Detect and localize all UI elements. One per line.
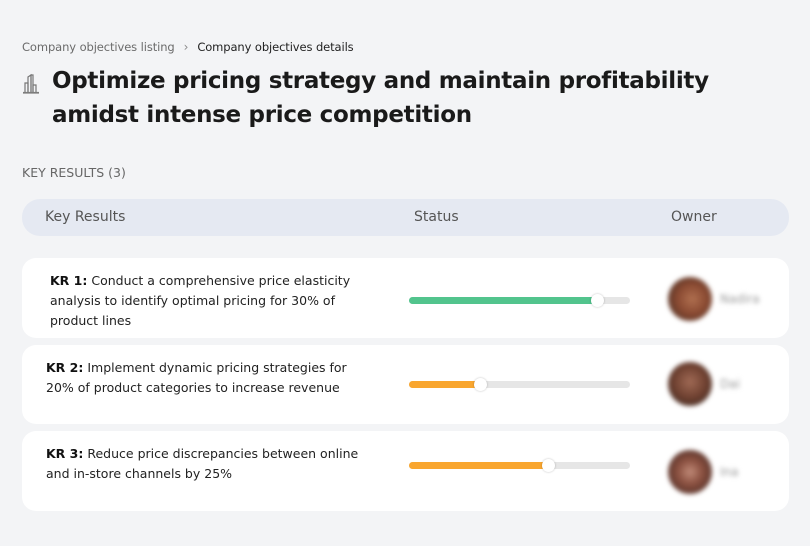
column-header-key-results: Key Results [45,209,126,225]
progress-slider[interactable] [409,378,630,391]
key-result-prefix: KR 3: [46,446,84,461]
key-result-row[interactable]: KR 2: Implement dynamic pricing strategi… [22,345,789,424]
key-results-count-label: KEY RESULTS (3) [22,165,126,180]
progress-fill [409,381,480,388]
owner-name: Nadira [720,292,760,306]
column-header-owner: Owner [671,209,717,225]
key-result-text: Conduct a comprehensive price elasticity… [50,273,351,328]
column-header-status: Status [414,209,459,225]
progress-handle[interactable] [542,459,556,472]
progress-fill [409,297,597,304]
breadcrumb-current: Company objectives details [197,40,354,54]
key-result-text: Reduce price discrepancies between onlin… [46,446,359,481]
key-result-row[interactable]: KR 1: Conduct a comprehensive price elas… [22,258,789,338]
avatar [668,277,712,321]
buildings-icon [22,72,42,96]
key-result-description: KR 2: Implement dynamic pricing strategi… [46,358,376,398]
progress-fill [409,462,549,469]
avatar [668,450,712,494]
progress-handle[interactable] [473,378,487,391]
owner[interactable]: Dai [668,362,740,406]
chevron-right-icon: › [183,40,189,54]
breadcrumb: Company objectives listing › Company obj… [22,40,354,54]
breadcrumb-parent-link[interactable]: Company objectives listing [22,40,175,54]
avatar [668,362,712,406]
key-result-prefix: KR 2: [46,360,84,375]
owner-name: Ina [720,465,739,479]
key-result-prefix: KR 1: [50,273,88,288]
key-results-table-header: Key Results Status Owner [22,199,789,236]
progress-slider[interactable] [409,294,630,307]
objective-header: Optimize pricing strategy and maintain p… [22,64,752,132]
key-result-description: KR 1: Conduct a comprehensive price elas… [50,271,380,331]
progress-handle[interactable] [590,294,604,307]
key-result-description: KR 3: Reduce price discrepancies between… [46,444,376,484]
key-result-row[interactable]: KR 3: Reduce price discrepancies between… [22,431,789,511]
key-result-text: Implement dynamic pricing strategies for… [46,360,347,395]
owner[interactable]: Nadira [668,277,760,321]
page-title: Optimize pricing strategy and maintain p… [52,68,709,128]
progress-slider[interactable] [409,459,630,472]
owner[interactable]: Ina [668,450,739,494]
owner-name: Dai [720,377,740,391]
